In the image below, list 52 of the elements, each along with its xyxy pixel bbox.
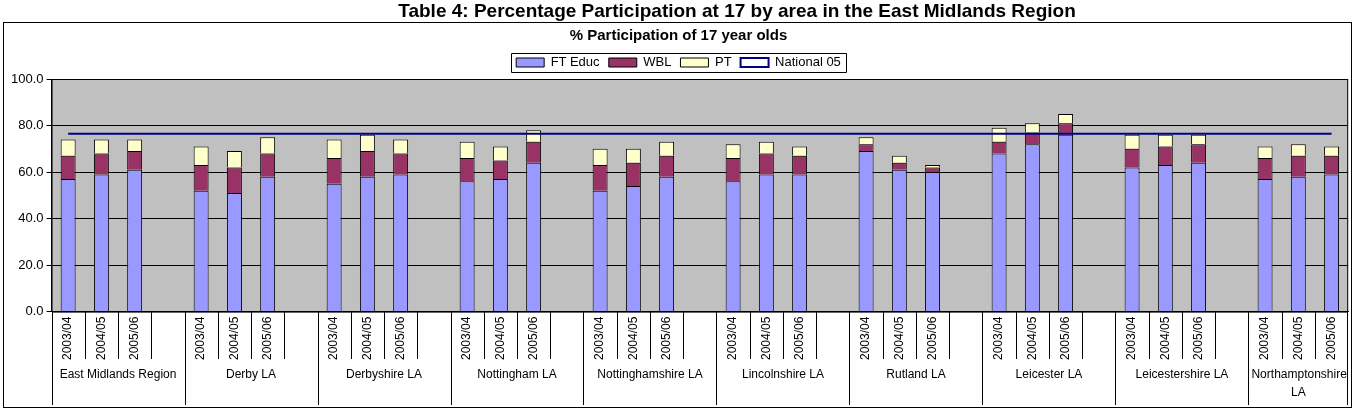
text: Lincolnshire LA <box>741 367 825 382</box>
x-tick-label: 2004/05 <box>1024 316 1039 361</box>
text: Northamptonshire LA <box>1251 367 1348 400</box>
legend-label: FT Educ <box>550 54 601 70</box>
y-tick-label: 20.0 <box>18 256 44 272</box>
text: Leicester LA <box>1015 367 1083 382</box>
x-tick-label: 2005/06 <box>126 316 141 361</box>
y-tick-label: 60.0 <box>18 163 44 179</box>
x-tick-label: 2003/04 <box>1257 316 1272 361</box>
text: East Midlands Region <box>59 367 177 382</box>
x-tick-label: 2005/06 <box>1323 316 1338 361</box>
y-tick-label: 80.0 <box>18 117 44 133</box>
text: Nottinghamshire LA <box>597 367 703 382</box>
x-tick-label: 2004/05 <box>1157 316 1172 361</box>
legend-label: WBL <box>643 54 672 70</box>
x-tick-label: 2003/04 <box>1124 316 1139 361</box>
x-tick-label: 2003/04 <box>725 316 740 361</box>
text: Nottingham LA <box>477 367 557 382</box>
x-tick-label: 2004/05 <box>492 316 507 361</box>
x-tick-label: 2003/04 <box>858 316 873 361</box>
x-tick-label: 2005/06 <box>1190 316 1205 361</box>
legend-label: National 05 <box>775 54 841 70</box>
x-tick-label: 2005/06 <box>791 316 806 361</box>
text: Leicestershire LA <box>1135 367 1229 382</box>
legend-label: PT <box>714 54 732 70</box>
x-tick-label: 2004/05 <box>891 316 906 361</box>
x-tick-label: 2005/06 <box>924 316 939 361</box>
x-tick-label: 2004/05 <box>93 316 108 361</box>
x-tick-label: 2004/05 <box>625 316 640 361</box>
x-tick-label: 2003/04 <box>991 316 1006 361</box>
x-tick-label: 2005/06 <box>392 316 407 361</box>
text: Rutland LA <box>886 367 946 382</box>
text: Derby LA <box>226 367 277 382</box>
x-tick-label: 2003/04 <box>60 316 75 361</box>
y-tick-label: 40.0 <box>18 210 44 226</box>
x-tick-label: 2004/05 <box>226 316 241 361</box>
text: Derbyshire LA <box>345 367 423 382</box>
x-tick-label: 2004/05 <box>359 316 374 361</box>
chart-title: Table 4: Percentage Participation at 17 by area in the East Midlands Region <box>397 0 1077 22</box>
x-tick-label: 2005/06 <box>259 316 274 361</box>
x-tick-label: 2005/06 <box>1057 316 1072 361</box>
x-tick-label: 2003/04 <box>592 316 607 361</box>
x-tick-label: 2003/04 <box>459 316 474 361</box>
x-tick-label: 2005/06 <box>658 316 673 361</box>
y-tick-label: 0.0 <box>25 303 44 319</box>
chart-subtitle: % Participation of 17 year olds <box>569 26 788 44</box>
y-tick-label: 100.0 <box>10 70 44 86</box>
x-tick-label: 2003/04 <box>193 316 208 361</box>
x-tick-label: 2005/06 <box>525 316 540 361</box>
x-tick-label: 2003/04 <box>326 316 341 361</box>
x-tick-label: 2004/05 <box>1290 316 1305 361</box>
x-tick-label: 2004/05 <box>758 316 773 361</box>
